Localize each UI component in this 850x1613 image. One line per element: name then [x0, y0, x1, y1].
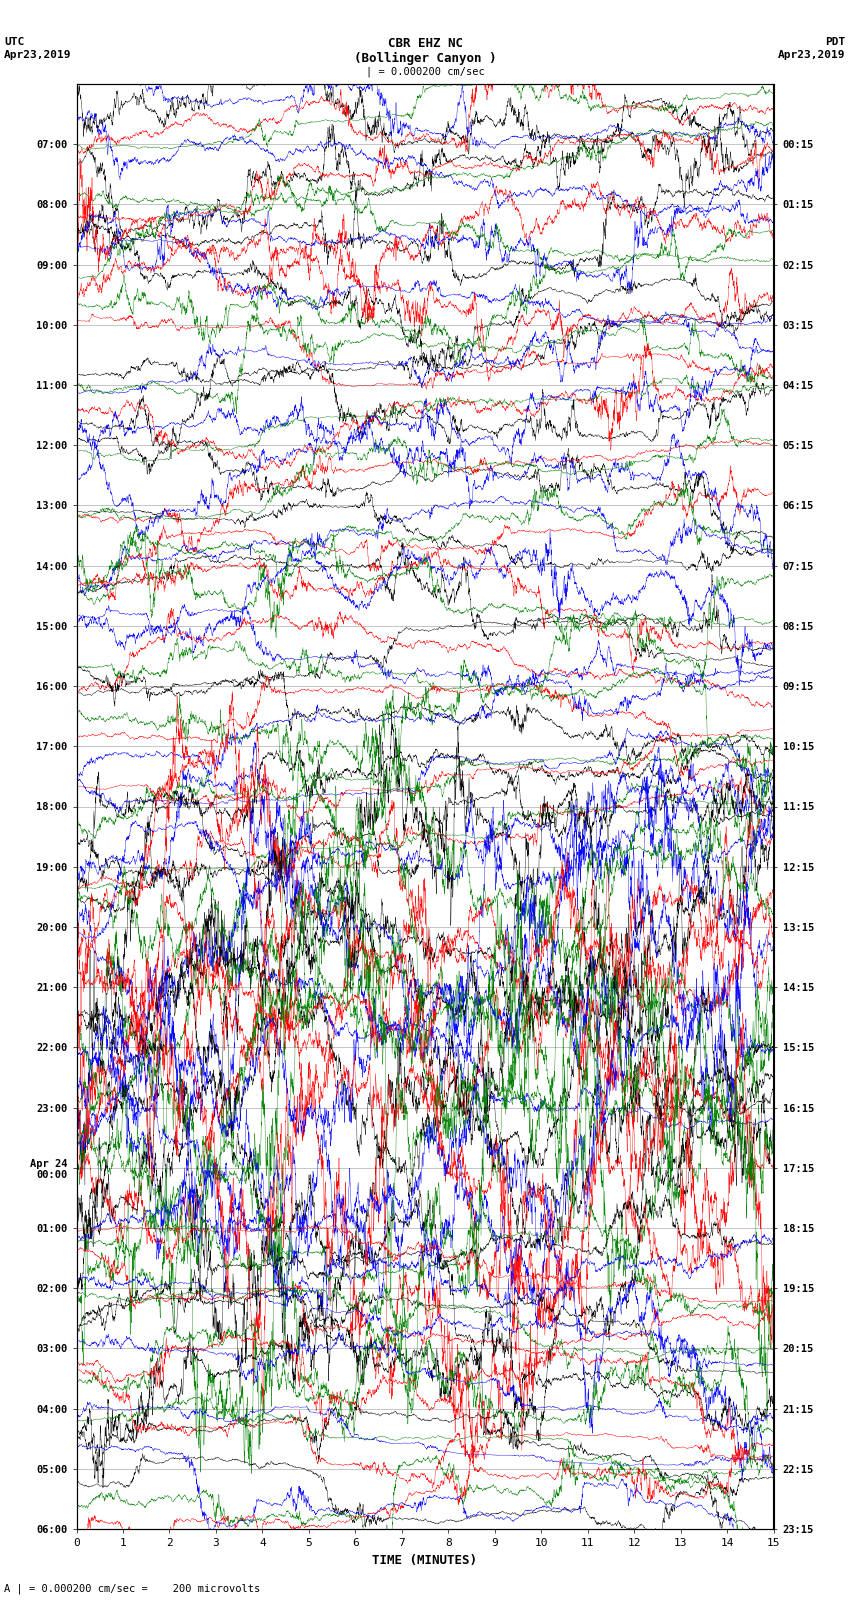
Text: UTC: UTC	[4, 37, 25, 47]
X-axis label: TIME (MINUTES): TIME (MINUTES)	[372, 1553, 478, 1566]
Text: | = 0.000200 cm/sec: | = 0.000200 cm/sec	[366, 66, 484, 77]
Text: PDT: PDT	[825, 37, 846, 47]
Text: Apr23,2019: Apr23,2019	[779, 50, 846, 60]
Text: Apr23,2019: Apr23,2019	[4, 50, 71, 60]
Text: (Bollinger Canyon ): (Bollinger Canyon )	[354, 52, 496, 65]
Text: A | = 0.000200 cm/sec =    200 microvolts: A | = 0.000200 cm/sec = 200 microvolts	[4, 1582, 260, 1594]
Text: CBR EHZ NC: CBR EHZ NC	[388, 37, 462, 50]
